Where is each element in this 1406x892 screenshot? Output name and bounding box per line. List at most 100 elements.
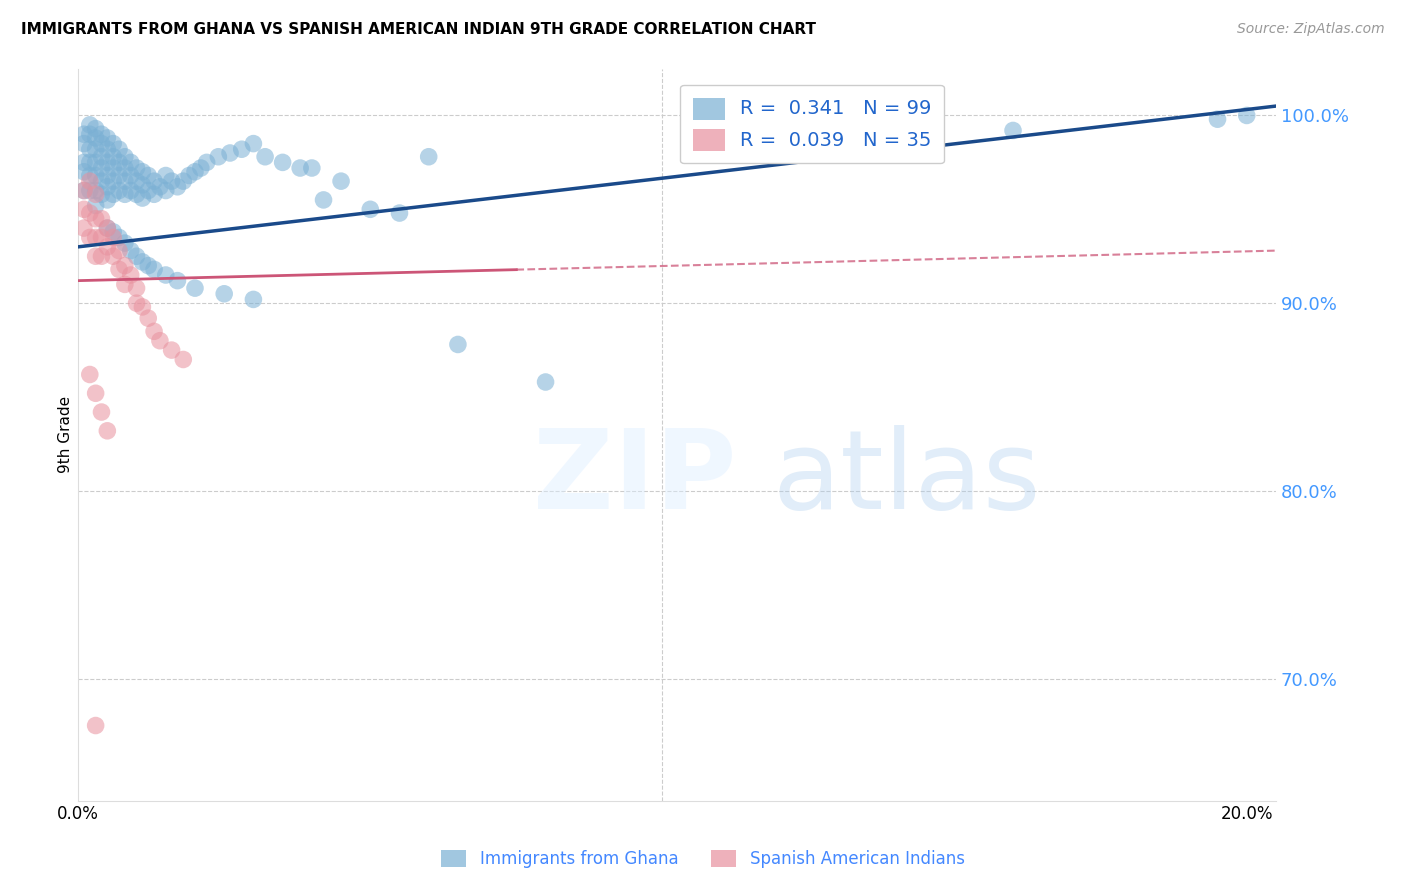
- Point: [84, 386, 107, 401]
- Point: [108, 184, 131, 198]
- Point: [242, 136, 264, 151]
- Text: Source: ZipAtlas.com: Source: ZipAtlas.com: [1237, 22, 1385, 37]
- Point: [90, 230, 112, 244]
- Point: [108, 169, 131, 183]
- Point: [388, 206, 411, 220]
- Point: [96, 155, 118, 169]
- Point: [136, 259, 159, 273]
- Point: [73, 184, 96, 198]
- Point: [79, 230, 101, 244]
- Point: [136, 169, 159, 183]
- Point: [96, 142, 118, 156]
- Point: [125, 161, 148, 175]
- Point: [96, 131, 118, 145]
- Point: [160, 174, 183, 188]
- Point: [84, 230, 107, 244]
- Point: [84, 249, 107, 263]
- Point: [418, 150, 440, 164]
- Point: [114, 236, 136, 251]
- Point: [136, 311, 159, 326]
- Point: [84, 184, 107, 198]
- Point: [101, 161, 124, 175]
- Point: [79, 155, 101, 169]
- Point: [271, 155, 294, 169]
- Point: [131, 165, 153, 179]
- Point: [101, 174, 124, 188]
- Point: [710, 131, 733, 145]
- Point: [84, 155, 107, 169]
- Point: [195, 155, 218, 169]
- Legend: R =  0.341   N = 99, R =  0.039   N = 35: R = 0.341 N = 99, R = 0.039 N = 35: [681, 85, 943, 163]
- Point: [90, 249, 112, 263]
- Point: [172, 174, 194, 188]
- Point: [90, 127, 112, 141]
- Point: [155, 184, 177, 198]
- Point: [84, 718, 107, 732]
- Point: [254, 150, 277, 164]
- Point: [160, 343, 183, 357]
- Point: [79, 118, 101, 132]
- Point: [90, 150, 112, 164]
- Point: [231, 142, 253, 156]
- Point: [114, 174, 136, 188]
- Point: [166, 274, 188, 288]
- Point: [84, 131, 107, 145]
- Point: [1206, 112, 1229, 127]
- Point: [90, 187, 112, 202]
- Point: [96, 169, 118, 183]
- Point: [108, 230, 131, 244]
- Point: [136, 184, 159, 198]
- Point: [101, 249, 124, 263]
- Point: [212, 286, 235, 301]
- Point: [207, 150, 229, 164]
- Point: [114, 150, 136, 164]
- Point: [79, 184, 101, 198]
- Point: [172, 352, 194, 367]
- Legend: Immigrants from Ghana, Spanish American Indians: Immigrants from Ghana, Spanish American …: [434, 843, 972, 875]
- Point: [101, 230, 124, 244]
- Point: [166, 179, 188, 194]
- Point: [312, 193, 335, 207]
- Point: [534, 375, 557, 389]
- Point: [125, 187, 148, 202]
- Point: [73, 202, 96, 217]
- Point: [90, 161, 112, 175]
- Point: [73, 136, 96, 151]
- Point: [114, 259, 136, 273]
- Point: [79, 169, 101, 183]
- Point: [330, 174, 353, 188]
- Point: [184, 165, 207, 179]
- Point: [359, 202, 381, 217]
- Point: [96, 193, 118, 207]
- Point: [114, 161, 136, 175]
- Point: [131, 191, 153, 205]
- Point: [143, 324, 166, 338]
- Point: [73, 184, 96, 198]
- Point: [73, 155, 96, 169]
- Point: [143, 262, 166, 277]
- Point: [301, 161, 323, 175]
- Point: [79, 127, 101, 141]
- Point: [143, 174, 166, 188]
- Point: [108, 142, 131, 156]
- Point: [219, 146, 242, 161]
- Point: [125, 249, 148, 263]
- Text: atlas: atlas: [773, 425, 1042, 532]
- Point: [125, 296, 148, 310]
- Point: [120, 244, 142, 258]
- Point: [90, 405, 112, 419]
- Point: [84, 198, 107, 212]
- Point: [84, 121, 107, 136]
- Point: [447, 337, 470, 351]
- Point: [288, 161, 311, 175]
- Point: [179, 169, 201, 183]
- Point: [73, 127, 96, 141]
- Point: [120, 268, 142, 282]
- Point: [155, 268, 177, 282]
- Point: [90, 211, 112, 226]
- Point: [120, 169, 142, 183]
- Point: [149, 179, 172, 194]
- Point: [1001, 123, 1024, 137]
- Point: [114, 187, 136, 202]
- Point: [190, 161, 212, 175]
